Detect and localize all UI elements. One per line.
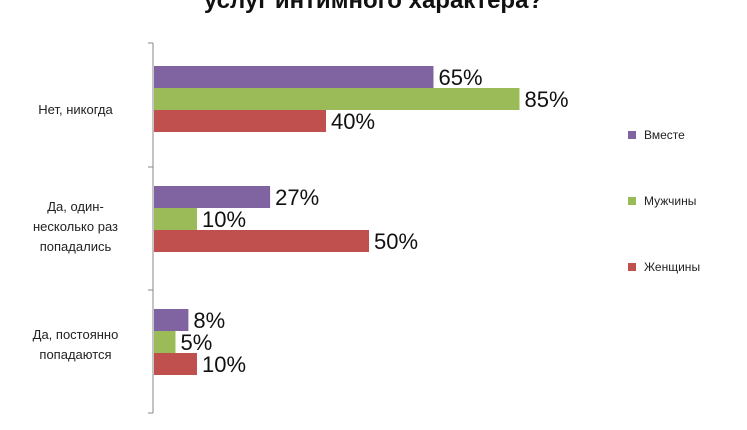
category-label-line: несколько раз — [33, 219, 118, 234]
data-label: 50% — [374, 229, 418, 254]
legend-item: Женщины — [628, 260, 747, 274]
legend-item: Мужчины — [628, 194, 747, 208]
bar-Женщины — [154, 353, 197, 375]
legend-item: Вместе — [628, 128, 747, 142]
legend-label: Женщины — [644, 260, 701, 274]
legend-swatch — [628, 263, 636, 271]
data-label: 10% — [202, 207, 246, 232]
category-label: Да, один-несколько раз попадались — [3, 197, 148, 257]
data-label: 10% — [202, 352, 246, 377]
legend-label: Мужчины — [644, 194, 697, 208]
data-label: 85% — [525, 87, 569, 112]
bar-Мужчины — [154, 88, 520, 110]
data-label: 5% — [181, 330, 213, 355]
bar-Мужчины — [154, 331, 176, 353]
bar-Вместе — [154, 309, 189, 331]
legend-label: Вместе — [644, 128, 685, 142]
category-label-line: Нет, никогда — [38, 102, 113, 117]
bar-Мужчины — [154, 208, 197, 230]
category-label: Да, постоянно попадаются — [3, 325, 148, 365]
data-label: 40% — [331, 109, 375, 134]
bar-Женщины — [154, 110, 326, 132]
category-label-line: попадались — [39, 239, 112, 254]
legend-swatch — [628, 131, 636, 139]
data-label: 65% — [439, 65, 483, 90]
data-label: 8% — [193, 308, 225, 333]
category-label-line: Да, постоянно — [32, 327, 119, 342]
category-label-line: попадаются — [39, 347, 112, 362]
category-label-line: Да, один- — [47, 199, 104, 214]
category-label: Нет, никогда — [3, 100, 148, 120]
chart-title: услуг интимного характера? — [203, 0, 544, 14]
data-label: 27% — [275, 185, 319, 210]
legend-swatch — [628, 197, 636, 205]
bar-Вместе — [154, 186, 271, 208]
bar-Женщины — [154, 230, 369, 252]
bar-Вместе — [154, 66, 434, 88]
